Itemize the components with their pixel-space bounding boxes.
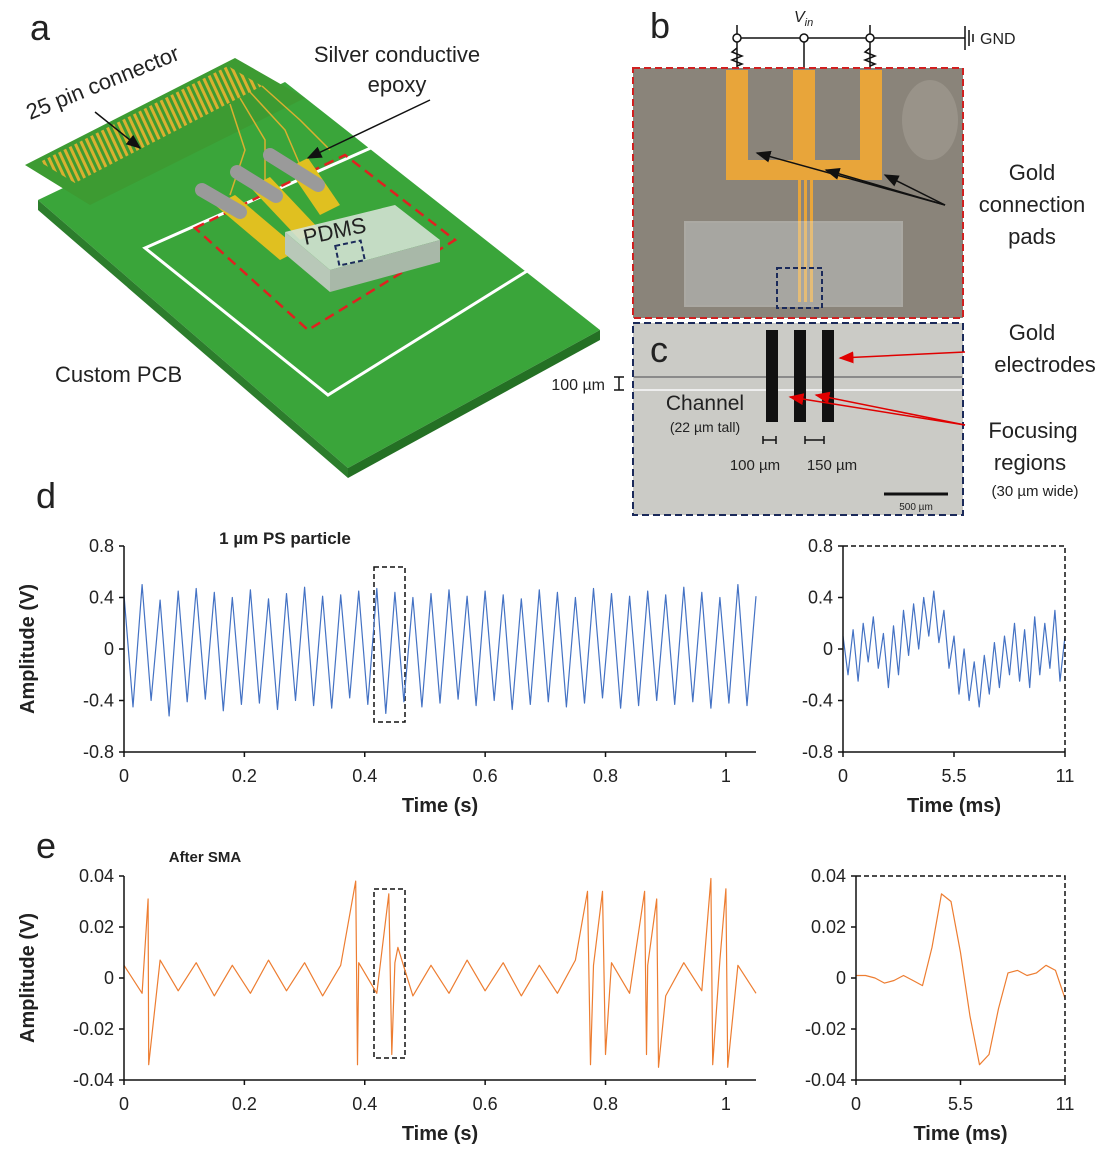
focusing-label: regions: [994, 450, 1066, 475]
y-tick-label: 0.4: [89, 588, 114, 608]
chart-title: After SMA: [169, 849, 242, 866]
signal-line: [124, 879, 756, 1068]
vin-sub: in: [805, 17, 814, 29]
figure: a 25 pin connector Silver conductive epo…: [0, 0, 1103, 1157]
electrodes-label: Gold: [1009, 320, 1055, 345]
epoxy-label: Silver conductive: [314, 42, 480, 67]
x-axis-title: Time (ms): [907, 795, 1001, 817]
zoom-box: [374, 567, 405, 722]
y-tick-label: 0.8: [89, 536, 114, 556]
x-axis-title: Time (s): [402, 795, 478, 817]
x-tick-label: 0: [851, 1094, 861, 1114]
pads-label: Gold: [1009, 160, 1055, 185]
x-tick-label: 0.8: [593, 1094, 618, 1114]
y-tick-label: -0.8: [802, 742, 833, 762]
x-tick-label: 11: [1056, 766, 1075, 786]
x-tick-label: 1: [721, 766, 731, 786]
signal-line: [843, 591, 1065, 707]
y-tick-label: -0.02: [805, 1019, 846, 1039]
y-tick-label: -0.04: [805, 1070, 846, 1090]
panel-label: b: [650, 5, 670, 46]
y-tick-label: -0.02: [73, 1019, 114, 1039]
x-axis-title: Time (ms): [913, 1123, 1007, 1145]
channel-label: Channel: [666, 392, 744, 415]
channel-note: (22 µm tall): [670, 419, 740, 435]
x-tick-label: 1: [721, 1094, 731, 1114]
x-tick-label: 0: [119, 766, 129, 786]
signal-line: [856, 894, 1065, 1065]
zoom-frame: [856, 876, 1065, 1080]
y-tick-label: 0.4: [808, 588, 833, 608]
y-tick-label: 0.02: [811, 917, 846, 937]
x-tick-label: 0.4: [352, 1094, 377, 1114]
panel-c: c 100 µm Channel (22 µm tall) 100 µm 150…: [551, 320, 1095, 515]
panel-label: c: [650, 329, 668, 370]
y-tick-label: 0: [104, 639, 114, 659]
pcb-label: Custom PCB: [55, 362, 182, 387]
x-tick-label: 5.5: [948, 1094, 973, 1114]
channel-height: 100 µm: [551, 377, 605, 394]
x-tick-label: 0: [119, 1094, 129, 1114]
x-tick-label: 0: [838, 766, 848, 786]
y-tick-label: 0.02: [79, 917, 114, 937]
y-tick-label: 0: [104, 968, 114, 988]
panel-label: e: [36, 825, 56, 866]
signal-line: [124, 585, 756, 716]
x-tick-label: 0.4: [352, 766, 377, 786]
chart-title: 1 µm PS particle: [219, 529, 351, 548]
x-axis-title: Time (s): [402, 1123, 478, 1145]
electrodes-label: electrodes: [994, 352, 1096, 377]
x-tick-label: 0.6: [473, 766, 498, 786]
vin-label: Vin: [794, 9, 813, 29]
scale-label: 500 µm: [899, 502, 933, 513]
epoxy-label: epoxy: [368, 72, 427, 97]
gap-label: 150 µm: [807, 457, 857, 474]
y-tick-label: 0.04: [79, 866, 114, 886]
gap-label: 100 µm: [730, 457, 780, 474]
x-tick-label: 5.5: [941, 766, 966, 786]
y-tick-label: -0.8: [83, 742, 114, 762]
y-tick-label: -0.04: [73, 1070, 114, 1090]
y-tick-label: 0.8: [808, 536, 833, 556]
y-tick-label: -0.4: [802, 691, 833, 711]
y-tick-label: 0: [836, 968, 846, 988]
x-tick-label: 0.6: [473, 1094, 498, 1114]
focusing-note: (30 µm wide): [992, 483, 1079, 500]
panel-label: d: [36, 475, 56, 516]
y-tick-label: 0.04: [811, 866, 846, 886]
gnd-label: GND: [980, 31, 1016, 48]
pads-label: connection: [979, 192, 1085, 217]
x-tick-label: 0.2: [232, 1094, 257, 1114]
y-axis-title: Amplitude (V): [17, 913, 39, 1043]
focusing-label: Focusing: [988, 418, 1077, 443]
panel-b: b Vin GND Gold connection pads: [633, 5, 1085, 318]
y-tick-label: 0: [823, 639, 833, 659]
y-axis-title: Amplitude (V): [17, 584, 39, 714]
panel-a: a 25 pin connector Silver conductive epo…: [23, 7, 600, 478]
panel-label: a: [30, 7, 51, 48]
y-tick-label: -0.4: [83, 691, 114, 711]
x-tick-label: 0.2: [232, 766, 257, 786]
x-tick-label: 11: [1056, 1094, 1075, 1114]
pads-label: pads: [1008, 224, 1056, 249]
x-tick-label: 0.8: [593, 766, 618, 786]
